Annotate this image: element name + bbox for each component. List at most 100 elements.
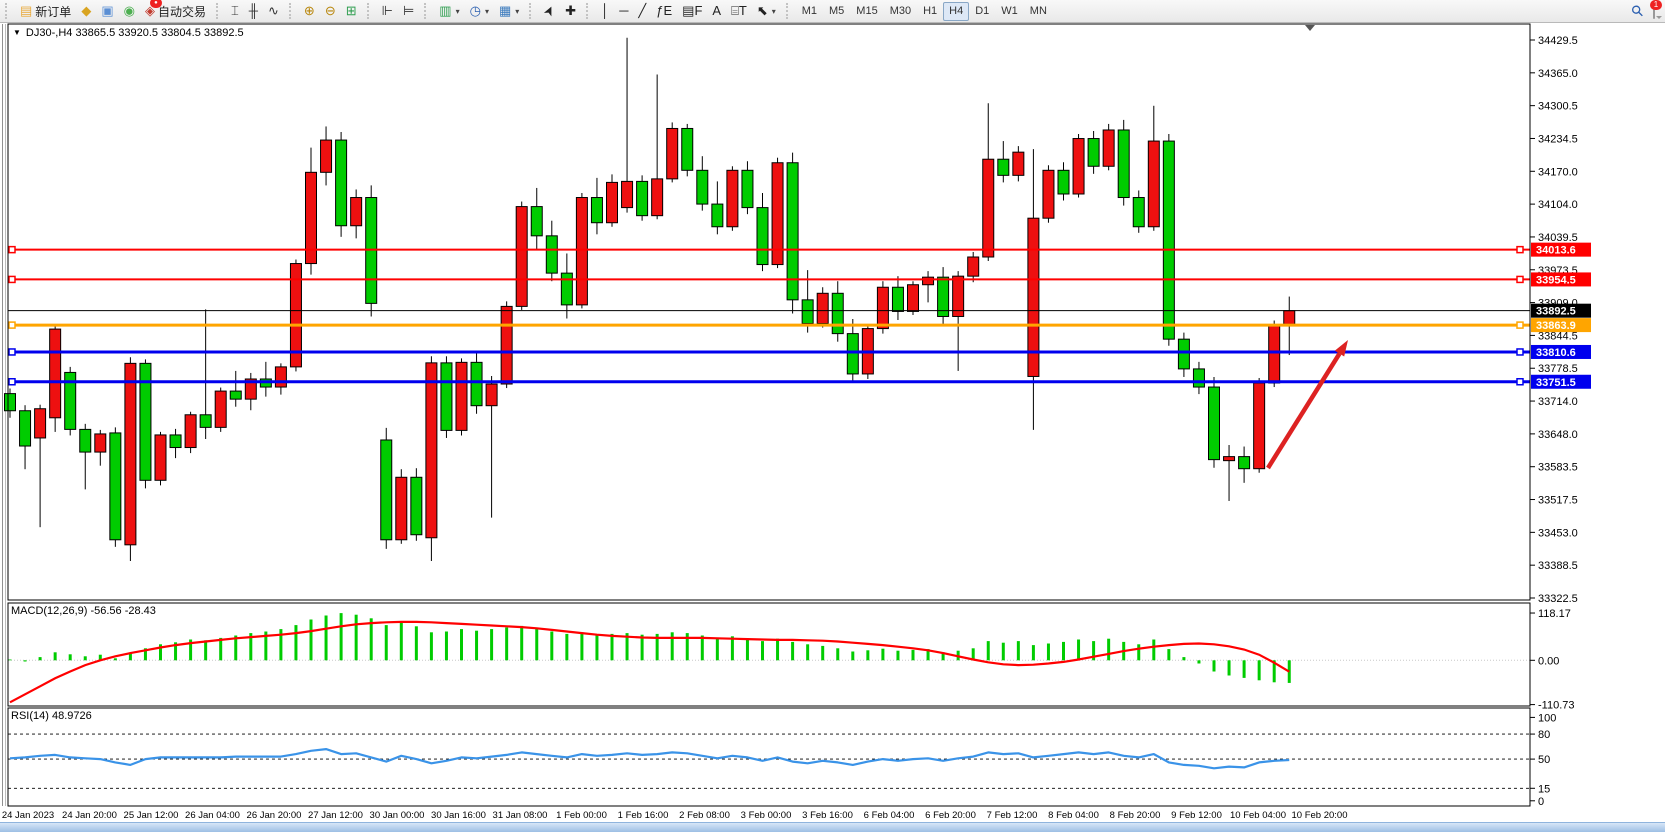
fibo-retracement-button[interactable]: ▤F (677, 1, 707, 21)
template-button[interactable]: ▦ ▾ (494, 1, 524, 21)
svg-text:100: 100 (1538, 712, 1556, 724)
arrows-icon: ⬉ (756, 3, 768, 18)
market-watch-button[interactable]: ▣ (96, 1, 118, 21)
new-chart-button[interactable]: ▥ ▾ (434, 1, 464, 21)
zoom-out-button[interactable]: ⊖ (320, 1, 341, 21)
zoom-in-icon: ⊕ (303, 3, 315, 18)
toolbar-separator (288, 3, 295, 19)
bar-chart-icon: ⌶ (230, 3, 239, 18)
timeframe-m1-button[interactable]: M1 (801, 5, 818, 17)
svg-text:24 Jan 2023: 24 Jan 2023 (2, 810, 54, 821)
chevron-down-icon[interactable]: ▾ (771, 6, 776, 16)
timeframe-toolbar: M1 M5 M15 M30 H1 H4 D1 W1 MN (796, 0, 1053, 22)
timeframe-mn-button[interactable]: MN (1029, 5, 1047, 17)
trendline-button[interactable]: ╱ (633, 1, 651, 21)
clock-icon: ◷ (469, 3, 481, 18)
template-icon: ▦ (498, 3, 512, 18)
hline-button[interactable]: ─ (614, 1, 633, 21)
chart-title-text: DJ30-,H4 33865.5 33920.5 33804.5 33892.5 (25, 27, 244, 39)
crosshair-button[interactable]: ✚ (560, 1, 581, 21)
tile-windows-button[interactable]: ⊞ (341, 1, 362, 21)
svg-text:3 Feb 00:00: 3 Feb 00:00 (741, 810, 792, 821)
svg-text:0.00: 0.00 (1538, 655, 1559, 667)
svg-text:33892.5: 33892.5 (1536, 306, 1576, 318)
toolbar-separator (785, 3, 792, 19)
svg-text:9 Feb 12:00: 9 Feb 12:00 (1171, 810, 1222, 821)
candle-chart-button[interactable]: ╫ (244, 1, 263, 21)
svg-text:50: 50 (1538, 754, 1550, 766)
toolbar-separator (586, 3, 592, 19)
line-chart-icon: ∿ (268, 3, 279, 18)
svg-text:24 Jan 20:00: 24 Jan 20:00 (62, 810, 117, 821)
chevron-down-icon[interactable]: ▾ (455, 6, 460, 16)
svg-text:34039.5: 34039.5 (1538, 232, 1578, 244)
svg-text:34365.0: 34365.0 (1538, 68, 1578, 80)
svg-text:33863.9: 33863.9 (1536, 320, 1576, 332)
new-order-button-label: 新订单 (35, 4, 72, 19)
timeframe-m5-button[interactable]: M5 (829, 5, 845, 17)
timeframe-h1-button[interactable]: H1 (923, 5, 938, 17)
autotrading-button-label: 自动交易 (157, 4, 206, 19)
robot-icon: ◈ ● (145, 0, 162, 20)
timeframe-w1-button[interactable]: W1 (1001, 5, 1018, 17)
autotrading-badge: ● (149, 0, 162, 8)
bar-chart-button[interactable]: ⌶ (226, 1, 244, 21)
order-icon: ▤ (20, 3, 33, 18)
search-icon[interactable]: ⚲ (1627, 1, 1648, 22)
text-label-button[interactable]: ⌸T (726, 1, 752, 21)
autotrading-button[interactable]: ◈ ● 自动交易 (140, 0, 211, 21)
svg-text:34104.0: 34104.0 (1538, 199, 1578, 211)
charts-button[interactable]: ◆ (76, 1, 96, 21)
svg-text:34170.0: 34170.0 (1538, 166, 1578, 178)
svg-text:33810.6: 33810.6 (1536, 347, 1576, 359)
svg-text:6 Feb 20:00: 6 Feb 20:00 (925, 810, 976, 821)
vline-button[interactable]: │ (596, 1, 614, 21)
timeframe-m30-button[interactable]: M30 (889, 5, 912, 17)
svg-text:33388.5: 33388.5 (1538, 560, 1578, 572)
svg-text:33778.5: 33778.5 (1538, 363, 1578, 375)
trendline-icon: ╱ (638, 3, 647, 18)
chat-icon[interactable]: 1 (1650, 0, 1662, 19)
timeframe-d1-button[interactable]: D1 (975, 5, 990, 17)
svg-text:33751.5: 33751.5 (1536, 377, 1576, 389)
svg-text:6 Feb 04:00: 6 Feb 04:00 (864, 810, 915, 821)
svg-text:31 Jan 08:00: 31 Jan 08:00 (493, 810, 548, 821)
crosshair-icon: ✚ (565, 3, 577, 18)
cursor-button[interactable]: ➤ (539, 1, 560, 21)
svg-text:33517.5: 33517.5 (1538, 495, 1578, 507)
macd-indicator-label: MACD(12,26,9) -56.56 -28.43 (11, 605, 156, 617)
signals-button[interactable]: ◉ (119, 1, 140, 21)
chat-badge: 1 (1650, 0, 1662, 10)
fibo-expansion-button[interactable]: ƒE (651, 1, 677, 21)
svg-text:0: 0 (1538, 796, 1544, 808)
toolbar-separator (529, 3, 535, 19)
chart-shift-icon: ⊨ (402, 3, 415, 18)
svg-text:33844.5: 33844.5 (1538, 330, 1578, 342)
toolbar-separator (424, 3, 430, 19)
new-order-button[interactable]: ▤ 新订单 (15, 1, 76, 21)
svg-text:33714.0: 33714.0 (1538, 396, 1578, 408)
timeframe-h4-button[interactable]: H4 (943, 1, 970, 21)
autoscroll-button[interactable]: ⊩ (377, 1, 398, 21)
chart-title-dropdown-icon[interactable]: ▼ (13, 28, 21, 37)
svg-text:118.17: 118.17 (1538, 608, 1571, 620)
svg-text:34429.5: 34429.5 (1538, 35, 1578, 47)
market-watch-icon: ▣ (101, 3, 114, 18)
svg-text:10 Feb 04:00: 10 Feb 04:00 (1230, 810, 1286, 821)
chevron-down-icon[interactable]: ▾ (515, 6, 520, 16)
text-button[interactable]: A (707, 1, 726, 21)
svg-text:7 Feb 12:00: 7 Feb 12:00 (987, 810, 1038, 821)
layers-icon: ◆ (81, 3, 92, 18)
zoom-in-button[interactable]: ⊕ (299, 1, 320, 21)
chart-shift-button[interactable]: ⊨ (398, 1, 419, 21)
svg-text:3 Feb 16:00: 3 Feb 16:00 (802, 810, 853, 821)
line-chart-button[interactable]: ∿ (263, 1, 284, 21)
timeframe-m15-button[interactable]: M15 (856, 5, 878, 17)
svg-text:30 Jan 16:00: 30 Jan 16:00 (431, 810, 486, 821)
zoom-out-icon: ⊖ (324, 3, 336, 18)
chevron-down-icon[interactable]: ▾ (484, 6, 489, 16)
arrows-button[interactable]: ⬉ ▾ (752, 1, 781, 21)
svg-text:33648.0: 33648.0 (1538, 429, 1578, 441)
period-button[interactable]: ◷ ▾ (465, 1, 494, 21)
